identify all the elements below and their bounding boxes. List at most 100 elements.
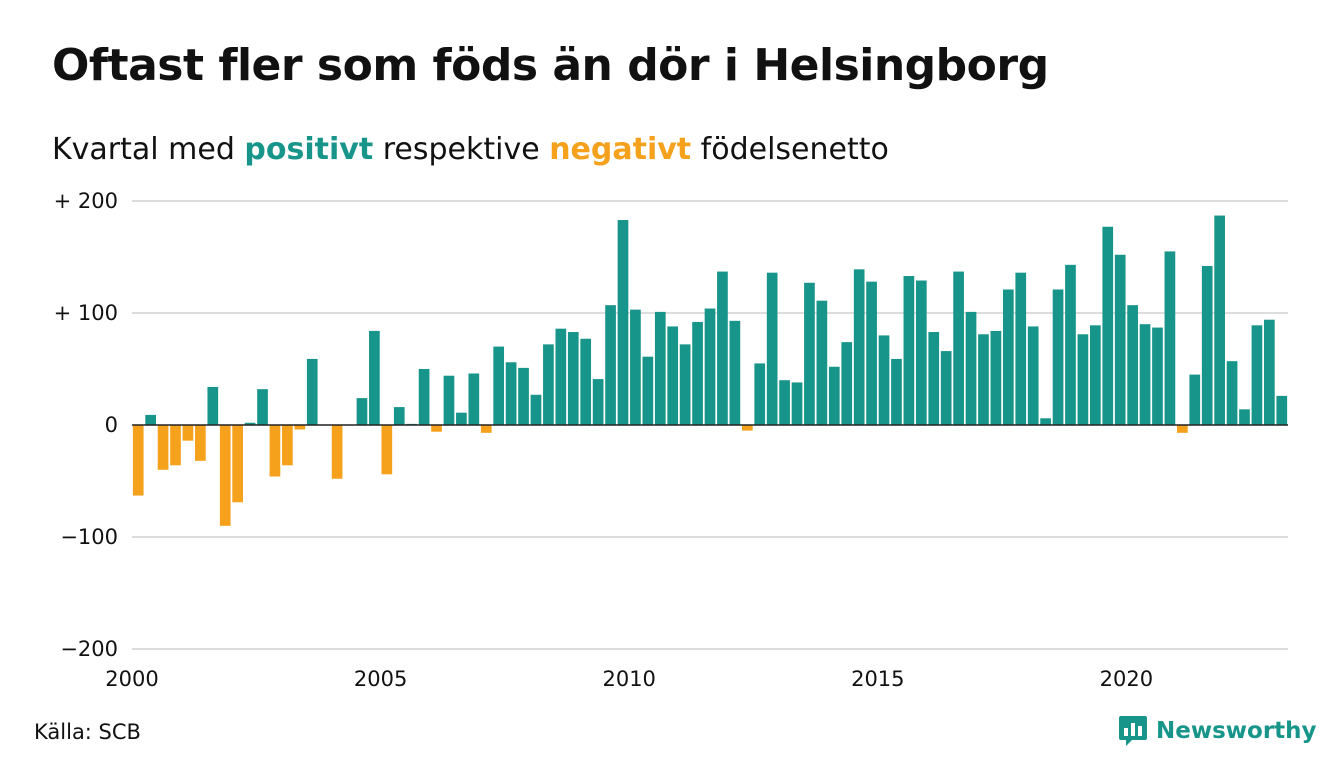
bar-positive (306, 358, 318, 425)
bar-positive (1226, 361, 1238, 425)
bar-positive (543, 344, 554, 425)
bar-positive (804, 282, 815, 425)
x-tick-label: 2020 (1100, 667, 1153, 691)
subtitle-negative-word: negativt (549, 132, 692, 167)
bar-positive (567, 332, 579, 425)
bar-negative (294, 425, 306, 430)
bar-negative (480, 425, 492, 433)
bar-positive (928, 332, 940, 425)
bar-negative (381, 425, 393, 475)
bar-positive (766, 272, 778, 425)
brand-logo[interactable]: Newsworthy (1118, 714, 1317, 748)
bar-negative (219, 425, 231, 526)
newsworthy-logo-icon (1119, 716, 1147, 746)
bar-positive (1152, 327, 1163, 425)
x-tick-label: 2015 (851, 667, 904, 691)
bar-positive (940, 351, 952, 425)
x-tick-label: 2005 (354, 667, 407, 691)
bar-positive (654, 311, 666, 425)
bar-positive (617, 220, 629, 425)
bar-positive (828, 366, 840, 425)
bar-positive (978, 334, 989, 425)
bar-positive (1264, 319, 1275, 425)
bar-positive (953, 271, 964, 425)
y-tick-label: + 200 (54, 189, 118, 213)
chart-title: Oftast fler som föds än dör i Helsingbor… (52, 40, 1049, 91)
bar-positive (505, 362, 517, 425)
bar-positive (369, 330, 380, 425)
bar-positive (679, 344, 691, 425)
x-tick-label: 2000 (105, 667, 158, 691)
y-tick-label: + 100 (54, 301, 118, 325)
bar-positive (891, 358, 902, 425)
x-tick-label: 2010 (602, 667, 655, 691)
bar-positive (493, 346, 505, 425)
bar-positive (1040, 418, 1051, 425)
bar-negative (132, 425, 144, 496)
bar-positive (692, 321, 703, 425)
source-note: Källa: SCB (34, 720, 141, 744)
bar-positive (1239, 409, 1250, 425)
bar-positive (592, 379, 604, 425)
bar-positive (1065, 264, 1076, 425)
bar-positive (530, 394, 542, 425)
bar-positive (704, 308, 716, 425)
subtitle-suffix: födelsenetto (691, 132, 889, 167)
bar-chart: + 200 + 100 0 −100 −200 2000 2005 2010 2015 2020 (54, 189, 1288, 691)
bar-positive (990, 330, 1002, 425)
bar-positive (754, 363, 766, 425)
bar-positive (518, 367, 529, 425)
bar-positive (1214, 215, 1225, 425)
chart-subtitle: Kvartal med positivt respektive negativt… (52, 132, 889, 167)
bar-positive (729, 320, 741, 425)
bar-positive (1015, 272, 1027, 425)
bar-positive (1102, 226, 1114, 425)
bar-negative (170, 425, 181, 466)
bar-positive (779, 380, 790, 425)
bar-positive (1089, 325, 1101, 425)
bar-positive (667, 326, 679, 425)
bar-positive (1127, 305, 1138, 425)
bar-negative (282, 425, 293, 466)
brand-name: Newsworthy (1156, 718, 1317, 744)
bar-negative (195, 425, 206, 461)
bar-positive (1052, 289, 1064, 425)
bar-positive (1027, 326, 1039, 425)
bar-positive (257, 389, 268, 425)
bar-positive (878, 335, 890, 425)
bar-negative (741, 425, 753, 431)
bar-positive (1201, 265, 1213, 425)
bar-positive (555, 328, 567, 425)
y-axis-labels: + 200 + 100 0 −100 −200 (54, 189, 118, 661)
bar-positive (791, 382, 803, 425)
x-axis-labels: 2000 2005 2010 2015 2020 (105, 667, 1153, 691)
bar-positive (580, 338, 592, 425)
bar-positive (841, 342, 853, 425)
bar-positive (356, 398, 368, 425)
bar-positive (207, 386, 219, 425)
bar-positive (717, 271, 728, 425)
bar-positive (393, 407, 405, 425)
bar-positive (1002, 289, 1014, 425)
bar-positive (1251, 325, 1263, 425)
bar-negative (182, 425, 194, 441)
bar-positive (630, 309, 641, 425)
bar-negative (431, 425, 442, 432)
bar-positive (642, 356, 654, 425)
subtitle-positive-word: positivt (244, 132, 374, 167)
bar-positive (1276, 395, 1288, 425)
subtitle-middle: respektive (373, 132, 550, 167)
bars (132, 215, 1288, 526)
bar-positive (866, 281, 877, 425)
bar-positive (244, 422, 256, 425)
bar-negative (331, 425, 343, 479)
bar-positive (816, 300, 828, 425)
y-tick-label: −200 (60, 637, 118, 661)
bar-positive (1114, 254, 1126, 425)
bar-positive (443, 375, 455, 425)
bar-positive (903, 276, 915, 425)
bar-positive (468, 373, 480, 425)
bar-positive (605, 305, 616, 425)
bar-positive (853, 269, 865, 425)
bar-positive (1164, 251, 1176, 425)
